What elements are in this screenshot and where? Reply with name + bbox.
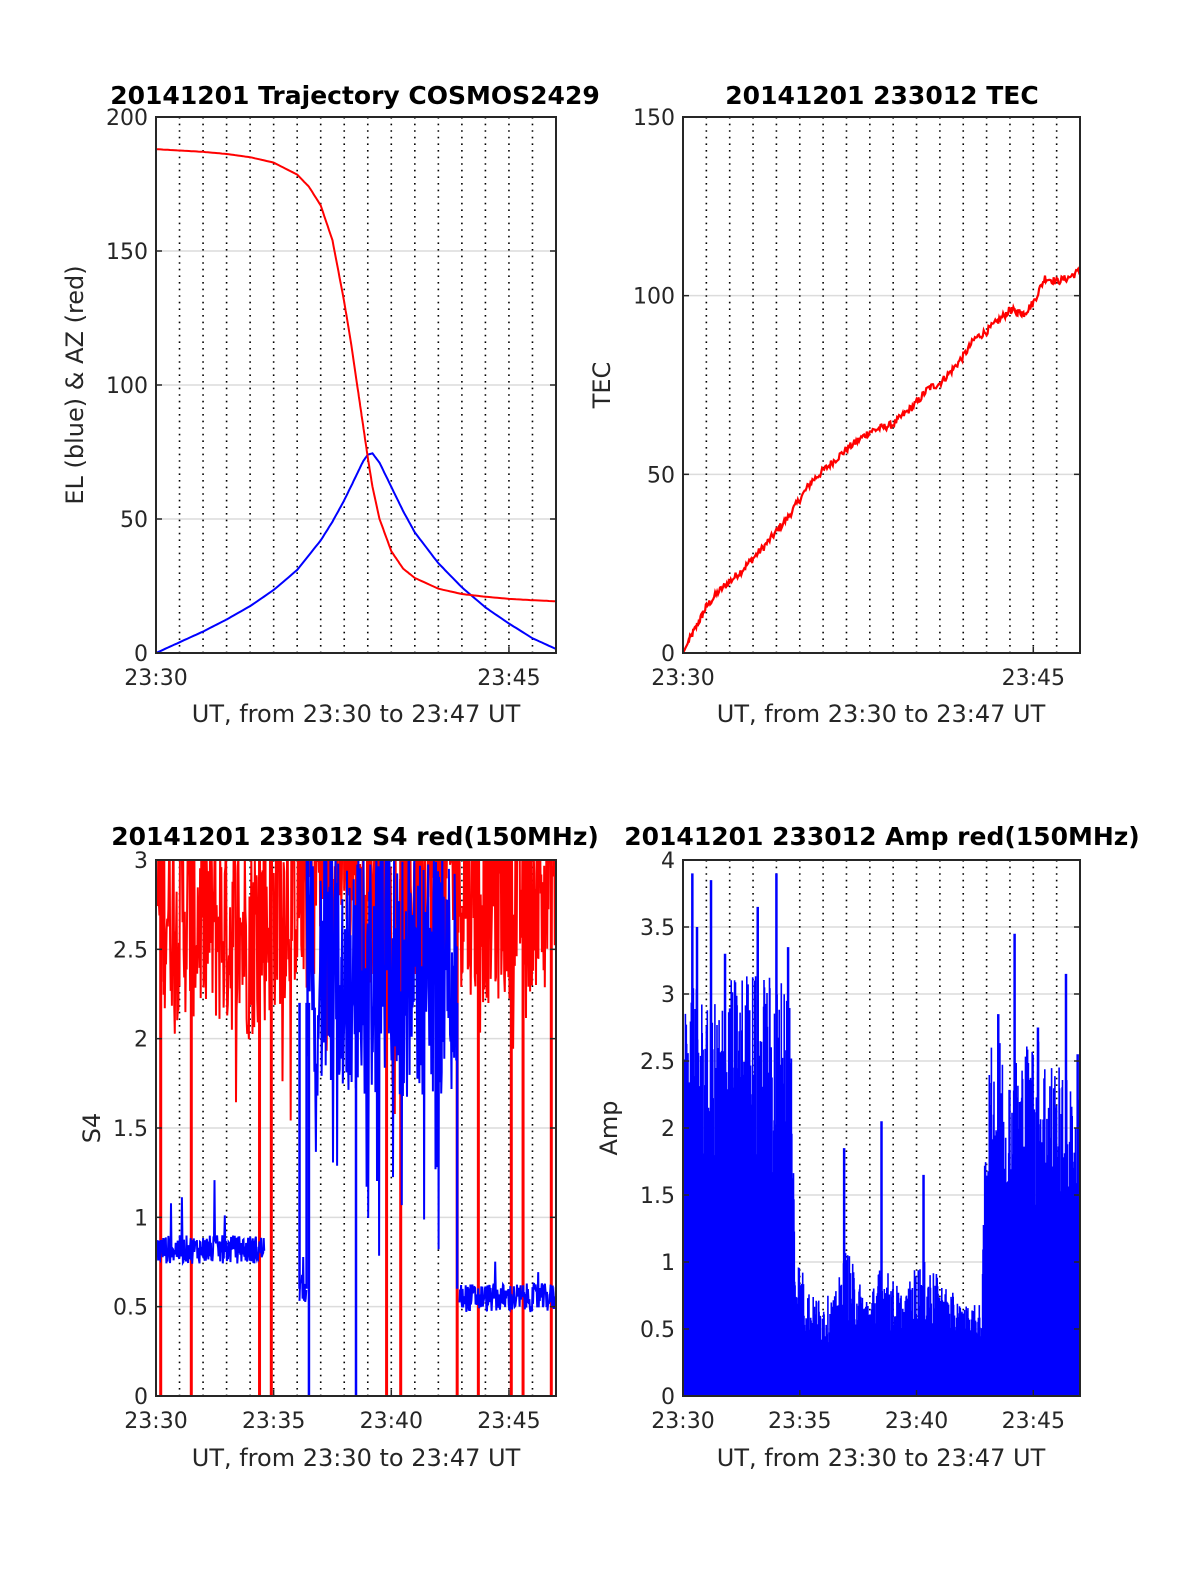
s4-ytick-label-4: 2 <box>134 1028 148 1053</box>
trajectory-xtick-label-1: 23:45 <box>477 666 540 691</box>
amp-xtick-label-0: 23:30 <box>651 1409 714 1434</box>
s4-xtick-label-3: 23:45 <box>477 1409 540 1434</box>
s4-ytick-label-3: 1.5 <box>113 1117 148 1142</box>
s4-plot: 0 0.5 1 1.5 2 2.5 3 23:30 23:35 23:40 23:45 <box>113 849 557 1434</box>
amp-xtick-label-2: 23:40 <box>885 1409 948 1434</box>
trajectory-xlabel: UT, from 23:30 to 23:47 UT <box>192 700 521 728</box>
amp-panel: 20141201 233012 Amp red(150MHz) 0 0.5 1 1.5… <box>595 822 1140 1472</box>
amp-series-layer <box>683 873 1080 1396</box>
amp-title: 20141201 233012 Amp red(150MHz) <box>624 822 1140 851</box>
trajectory-ytick-label-1: 50 <box>120 508 148 533</box>
s4-xtick-label-1: 23:35 <box>242 1409 305 1434</box>
s4-series-blue-seg-2 <box>305 860 458 1256</box>
trajectory-panel: 20141201 Trajectory COSMOS2429 0 50 100 150… <box>61 81 600 728</box>
amp-ytick-label-6: 3 <box>661 983 675 1008</box>
amp-ytick-label-0: 0 <box>661 1385 675 1410</box>
amp-xtick-label-1: 23:35 <box>768 1409 831 1434</box>
s4-ytick-label-1: 0.5 <box>113 1296 148 1321</box>
s4-ylabel: S4 <box>78 1113 106 1144</box>
tec-ytick-label-0: 0 <box>661 642 675 667</box>
s4-xtick-label-0: 23:30 <box>124 1409 187 1434</box>
s4-ytick-label-5: 2.5 <box>113 938 148 963</box>
s4-xtick-label-2: 23:40 <box>360 1409 423 1434</box>
s4-series-blue-seg-0 <box>156 1180 266 1266</box>
amp-xlabel: UT, from 23:30 to 23:47 UT <box>717 1444 1046 1472</box>
trajectory-ytick-label-2: 100 <box>106 374 148 399</box>
s4-ytick-label-2: 1 <box>134 1206 148 1231</box>
amp-plot: 0 0.5 1 1.5 2 2.5 3 3.5 4 23:30 23:35 23:40 23:45 <box>640 849 1081 1434</box>
trajectory-ytick-label-4: 200 <box>106 106 148 131</box>
s4-title: 20141201 233012 S4 red(150MHz) <box>111 822 599 851</box>
tec-ytick-label-2: 100 <box>633 285 675 310</box>
tec-series-layer <box>683 266 1080 653</box>
amp-xtick-label-3: 23:45 <box>1002 1409 1065 1434</box>
trajectory-series-az <box>156 148 556 603</box>
tec-plot: 0 50 100 150 23:30 23:45 <box>633 106 1081 691</box>
trajectory-series-layer <box>156 148 556 653</box>
tec-xlabel: UT, from 23:30 to 23:47 UT <box>717 700 1046 728</box>
amp-ytick-label-3: 1.5 <box>640 1184 675 1209</box>
s4-xlabel: UT, from 23:30 to 23:47 UT <box>192 1444 521 1472</box>
trajectory-ylabel: EL (blue) & AZ (red) <box>61 265 89 504</box>
tec-xtick-label-0: 23:30 <box>651 666 714 691</box>
s4-ytick-label-0: 0 <box>134 1385 148 1410</box>
tec-series-tec <box>683 266 1080 653</box>
s4-panel: 20141201 233012 S4 red(150MHz) 0 0.5 1 1.5 2… <box>78 822 599 1472</box>
amp-ytick-label-4: 2 <box>661 1117 675 1142</box>
trajectory-xtick-label-0: 23:30 <box>124 666 187 691</box>
trajectory-series-el <box>156 452 556 653</box>
s4-series-red <box>156 860 556 1121</box>
tec-ytick-label-1: 50 <box>647 463 675 488</box>
s4-ytick-label-6: 3 <box>134 849 148 874</box>
amp-series-blue <box>683 970 1080 1396</box>
amp-ytick-label-7: 3.5 <box>640 916 675 941</box>
trajectory-ytick-label-3: 150 <box>106 240 148 265</box>
amp-ylabel: Amp <box>595 1100 623 1155</box>
amp-ytick-label-8: 4 <box>661 849 675 874</box>
tec-ylabel: TEC <box>588 362 616 410</box>
amp-ytick-label-5: 2.5 <box>640 1050 675 1075</box>
tec-xtick-label-1: 23:45 <box>1002 666 1065 691</box>
tec-axes-box <box>682 116 1081 654</box>
amp-ytick-label-2: 1 <box>661 1251 675 1276</box>
tec-title: 20141201 233012 TEC <box>725 81 1038 110</box>
tec-ytick-label-3: 150 <box>633 106 675 131</box>
amp-ytick-label-1: 0.5 <box>640 1318 675 1343</box>
trajectory-title: 20141201 Trajectory COSMOS2429 <box>110 81 600 110</box>
trajectory-ytick-label-0: 0 <box>134 642 148 667</box>
trajectory-plot: 0 50 100 150 200 23:30 23:45 <box>106 106 557 691</box>
s4-series-blue-seg-3 <box>458 1261 556 1313</box>
